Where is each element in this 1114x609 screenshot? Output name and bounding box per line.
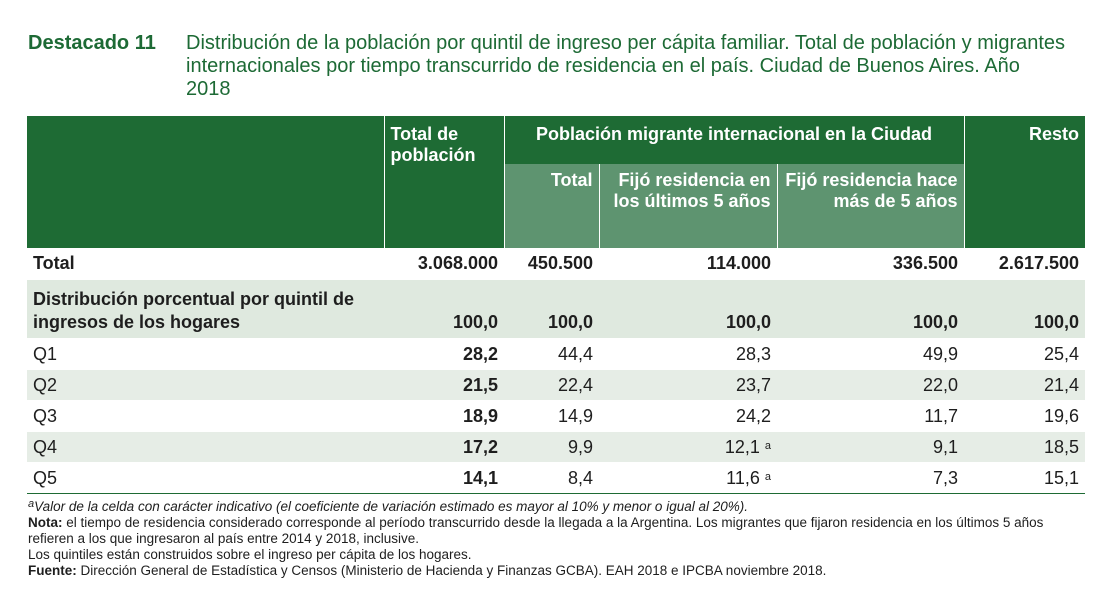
cell: 100,0 (599, 279, 777, 339)
cell-value: 28,3 (735, 343, 771, 364)
row-label: Q1 (27, 338, 384, 370)
cell-value: 12,1 (724, 436, 760, 457)
subcol-header-ultimos-5: Fijó residencia en los últimos 5 años (598, 164, 777, 248)
table-row: Q4 17,2 9,9 12,1 a 9,1 18,5 (27, 431, 1085, 463)
col-header-resto: Resto (963, 116, 1085, 248)
cell: 22,4 (504, 369, 599, 401)
subcol-header-total: Total (503, 164, 599, 248)
cell: 14,1 (384, 462, 504, 494)
cell: 336.500 (777, 248, 964, 280)
footnotes: aValor de la celda con carácter indicati… (28, 496, 1088, 579)
row-label: Q4 (27, 431, 384, 463)
fuente-text: Dirección General de Estadística y Censo… (80, 563, 827, 578)
cell: 114.000 (599, 248, 777, 280)
row-label: Distribución porcentual por quintil de i… (27, 279, 384, 339)
cell: 21,5 (384, 369, 504, 401)
footnote-a-text: Valor de la celda con carácter indicativ… (34, 499, 748, 514)
row-label: Total (27, 248, 384, 280)
highlight-label: Destacado 11 (28, 32, 156, 54)
cell: 450.500 (504, 248, 599, 280)
data-table: Total de población Población migrante in… (27, 116, 1085, 494)
cell: 100,0 (964, 279, 1085, 339)
footnote-a-marker: a (28, 498, 35, 510)
cell: 23,7 (599, 369, 777, 401)
cell: 100,0 (384, 279, 504, 339)
footnote-a: aValor de la celda con carácter indicati… (28, 496, 1088, 515)
cell: 9,1 (777, 431, 964, 463)
page-title: Distribución de la población por quintil… (186, 32, 1066, 100)
cell: 44,4 (504, 338, 599, 370)
cell: 18,9 (384, 400, 504, 432)
header-blank (27, 116, 384, 248)
row-label: Q2 (27, 369, 384, 401)
cell: 11,7 (777, 400, 964, 432)
table-row: Q2 21,5 22,4 23,7 22,0 21,4 (27, 369, 1085, 401)
cell: 12,1 a (599, 431, 777, 463)
fuente: Fuente: Dirección General de Estadística… (28, 563, 1088, 579)
table-row-distribucion: Distribución porcentual por quintil de i… (27, 279, 1085, 339)
cell: 7,3 (777, 462, 964, 494)
cell: 24,2 (599, 400, 777, 432)
cell: 25,4 (964, 338, 1085, 370)
cell-value: 11,6 (726, 467, 760, 488)
cell-value: 24,2 (735, 405, 771, 426)
subcol-header-hace-5: Fijó residencia hace más de 5 años (776, 164, 964, 248)
row-label: Q3 (27, 400, 384, 432)
nota-text: el tiempo de residencia considerado corr… (28, 515, 1044, 546)
cell: 19,6 (964, 400, 1085, 432)
footnote-marker: a (764, 470, 771, 483)
cell: 21,4 (964, 369, 1085, 401)
table-row: Q1 28,2 44,4 28,3 49,9 25,4 (27, 338, 1085, 370)
table-row: Q3 18,9 14,9 24,2 11,7 19,6 (27, 400, 1085, 432)
row-label: Q5 (27, 462, 384, 494)
cell-value: 23,7 (735, 374, 771, 395)
footnote-marker: a (764, 439, 771, 452)
cell: 11,6 a (599, 462, 777, 494)
cell: 49,9 (777, 338, 964, 370)
cell: 22,0 (777, 369, 964, 401)
cell: 18,5 (964, 431, 1085, 463)
cell: 28,2 (384, 338, 504, 370)
nota-label: Nota: (28, 515, 63, 530)
cell: 15,1 (964, 462, 1085, 494)
col-header-migrante: Población migrante internacional en la C… (503, 116, 964, 164)
quintiles-note: Los quintiles están construidos sobre el… (28, 547, 472, 562)
cell: 100,0 (504, 279, 599, 339)
cell: 8,4 (504, 462, 599, 494)
cell: 14,9 (504, 400, 599, 432)
cell: 100,0 (777, 279, 964, 339)
fuente-label: Fuente: (28, 563, 77, 578)
table-row: Q5 14,1 8,4 11,6 a 7,3 15,1 (27, 462, 1085, 494)
cell: 17,2 (384, 431, 504, 463)
table-row-total: Total 3.068.000 450.500 114.000 336.500 … (27, 248, 1085, 280)
cell: 28,3 (599, 338, 777, 370)
cell: 9,9 (504, 431, 599, 463)
col-header-total-poblacion: Total de población (383, 116, 504, 248)
cell: 2.617.500 (964, 248, 1085, 280)
nota: Nota: el tiempo de residencia considerad… (28, 515, 1088, 547)
cell: 3.068.000 (384, 248, 504, 280)
